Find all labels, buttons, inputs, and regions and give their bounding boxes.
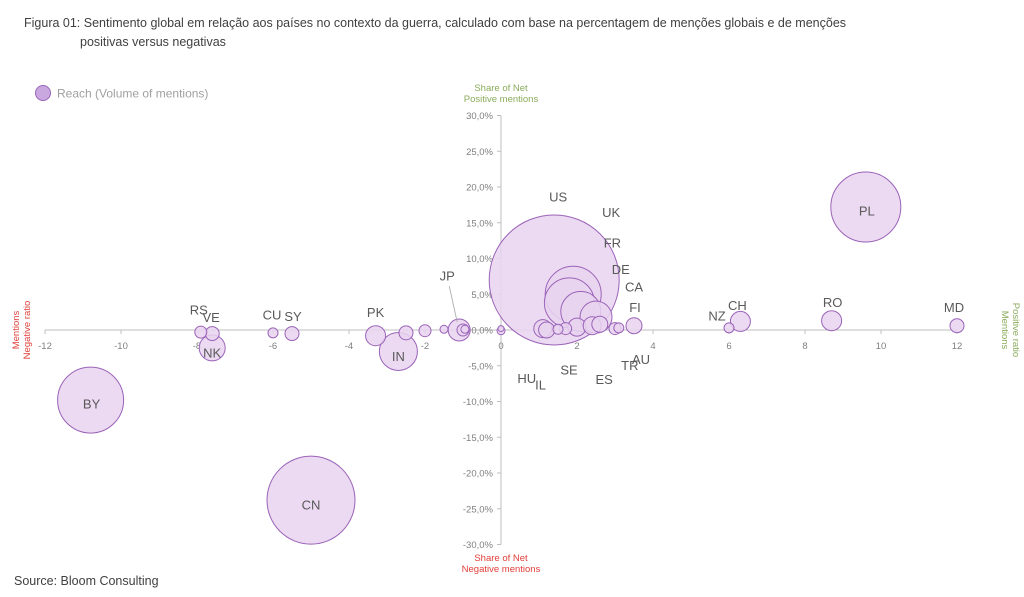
bubble-label-de: DE xyxy=(612,262,630,277)
bubble-unlabeled xyxy=(552,323,564,335)
y-tick-label: 0,0% xyxy=(471,326,493,337)
bubble-label-au: AU xyxy=(632,352,650,367)
bubble-unlabeled xyxy=(418,324,432,338)
bubble-label-il: IL xyxy=(535,378,546,393)
x-tick-label: -2 xyxy=(421,341,429,352)
y-tick-label: -10,0% xyxy=(463,397,494,408)
y-tick-label: 30,0% xyxy=(466,111,493,122)
y-tick-label: 20,0% xyxy=(466,183,493,194)
bubble-series xyxy=(57,171,965,545)
bubble-cu xyxy=(267,327,279,339)
bubble-label-tr: TR xyxy=(621,358,638,373)
bubble-in xyxy=(378,331,418,371)
bubble-label-hu: HU xyxy=(517,371,536,386)
x-tick-label: 2 xyxy=(574,341,579,352)
bubble-unlabeled xyxy=(460,324,470,334)
bubble-pk xyxy=(365,325,387,347)
bubble-label-us: US xyxy=(549,189,567,204)
bubble-tr xyxy=(591,315,609,333)
bubble-ch xyxy=(729,310,751,332)
bottom-axis-title: Negative mentions xyxy=(462,564,541,575)
x-tick-label: -12 xyxy=(38,341,52,352)
bubble-unlabeled xyxy=(439,324,449,334)
jp-leader-line xyxy=(448,285,458,323)
source-note: Source: Bloom Consulting xyxy=(14,574,159,588)
legend-label: Reach (Volume of mentions) xyxy=(57,87,208,101)
x-tick-label: 8 xyxy=(802,341,807,352)
bubble-by xyxy=(57,366,125,434)
bubble-rs xyxy=(194,325,208,339)
bubble-label-pl: PL xyxy=(859,204,875,219)
left-axis-title: Negative ratio xyxy=(22,301,33,360)
bubble-label-in: IN xyxy=(392,349,405,364)
bubble-label-ve: VE xyxy=(203,310,221,325)
bubble-label-se: SE xyxy=(560,363,578,378)
x-tick-label: -6 xyxy=(269,341,277,352)
y-tick-label: -15,0% xyxy=(463,433,494,444)
bubble-label-cu: CU xyxy=(263,307,282,322)
x-tick-label: 0 xyxy=(498,341,503,352)
caption-line-1: Figura 01: Sentimento global em relação … xyxy=(24,16,847,30)
y-tick-label: 15,0% xyxy=(466,218,493,229)
bubble-label-ca: CA xyxy=(625,280,643,295)
bubble-label-fi: FI xyxy=(629,300,641,315)
x-tick-label: -8 xyxy=(193,341,201,352)
bubble-label-ro: RO xyxy=(823,295,843,310)
top-axis-title: Positive mentions xyxy=(464,94,539,105)
bubble-label-md: MD xyxy=(944,300,964,315)
bubble-cn xyxy=(266,455,356,545)
bubble-ve xyxy=(204,326,220,342)
y-tick-label: -25,0% xyxy=(463,504,494,515)
bubble-label-es: ES xyxy=(596,372,614,387)
bubble-ro xyxy=(821,310,843,332)
caption-line-2: positivas versus negativas xyxy=(80,35,226,49)
bubble-unlabeled xyxy=(497,325,505,333)
bubble-label-cn: CN xyxy=(302,498,321,513)
x-tick-label: 6 xyxy=(726,341,731,352)
bubble-label-fr: FR xyxy=(604,235,621,250)
bottom-axis-title: Share of Net xyxy=(474,553,528,564)
bubble-label-nz: NZ xyxy=(708,308,725,323)
right-axis-title: Positive ratio xyxy=(1010,303,1021,357)
x-tick-label: 10 xyxy=(876,341,887,352)
bubble-il xyxy=(538,321,556,339)
left-axis-title: Mentions xyxy=(11,310,22,349)
chart-legend: Reach (Volume of mentions) xyxy=(35,85,208,101)
bubble-sy xyxy=(284,326,300,342)
y-tick-label: 25,0% xyxy=(466,147,493,158)
bubble-pl xyxy=(830,171,902,243)
x-tick-label: -4 xyxy=(345,341,353,352)
y-tick-label: -5,0% xyxy=(468,361,493,372)
y-tick-label: 5,0% xyxy=(471,290,493,301)
bubble-fi xyxy=(625,317,643,335)
y-tick-label: -20,0% xyxy=(463,469,494,480)
x-tick-label: 12 xyxy=(952,341,963,352)
bubble-unlabeled xyxy=(398,325,414,341)
x-tick-label: -10 xyxy=(114,341,128,352)
bubble-unlabeled xyxy=(613,322,625,334)
legend-bubble-swatch xyxy=(35,85,51,101)
chart-axes: -12 -10 -8 -6 -4 -2 0 2 4 6 8 10 12 30,0% 25,0% 20,0% 15… xyxy=(11,83,1021,575)
bubble-md xyxy=(949,318,965,334)
right-axis-title: Mentions xyxy=(999,311,1010,350)
bubble-label-pk: PK xyxy=(367,305,385,320)
bubble-label-nk: NK xyxy=(203,345,221,360)
bubble-label-rs: RS xyxy=(190,303,208,318)
bubble-label-jp: JP xyxy=(440,269,455,284)
y-tick-label: 10,0% xyxy=(466,254,493,265)
bubble-nz xyxy=(723,322,735,334)
bubble-label-uk: UK xyxy=(602,205,620,220)
bubble-label-sy: SY xyxy=(284,309,302,324)
x-tick-label: 4 xyxy=(650,341,655,352)
bubble-label-ch: CH xyxy=(728,298,747,313)
bubble-label-by: BY xyxy=(83,397,101,412)
top-axis-title: Share of Net xyxy=(474,83,528,94)
y-tick-label: -30,0% xyxy=(463,540,494,551)
figure-caption: Figura 01: Sentimento global em relação … xyxy=(24,14,984,52)
